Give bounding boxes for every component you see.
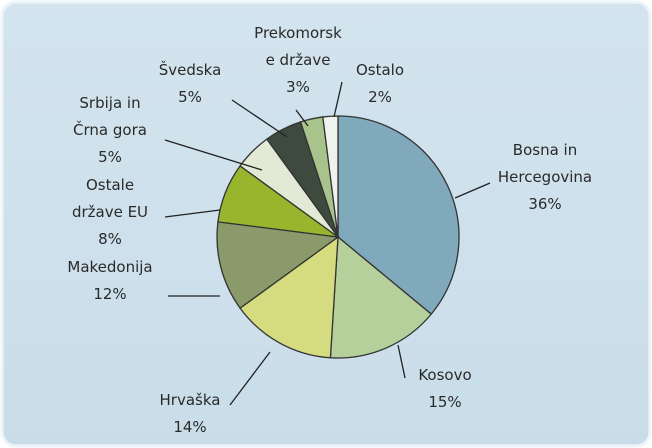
value-label: 5%: [178, 88, 202, 106]
slice-label: Kosovo: [418, 366, 471, 384]
slice-label: Švedska: [159, 60, 222, 79]
pie-slice: [216, 221, 340, 310]
value-label: 14%: [173, 418, 206, 436]
value-label: 2%: [368, 88, 392, 106]
pie-slice: [337, 115, 460, 316]
slice-label: Ostalo: [356, 61, 404, 79]
leader-line: [164, 209, 221, 218]
leader-line: [229, 351, 271, 406]
value-label: 3%: [286, 78, 310, 96]
slice-label: Hrvaška: [160, 391, 221, 409]
leader-line: [164, 139, 263, 171]
leader-line: [333, 81, 343, 118]
pie-slice: [239, 235, 339, 359]
leader-line: [397, 344, 406, 379]
value-label: 36%: [528, 195, 561, 213]
value-label: 12%: [93, 285, 126, 303]
slice-label: Bosna in Hercegovina: [498, 141, 592, 186]
leader-line: [295, 109, 309, 127]
leader-line: [454, 182, 491, 199]
slice-label: Ostale države EU: [72, 176, 148, 221]
value-label: 15%: [428, 393, 461, 411]
value-label: 5%: [98, 148, 122, 166]
pie-slice: [322, 115, 339, 238]
slice-label: Makedonija: [67, 258, 152, 276]
slice-label: Srbija in Črna gora: [73, 94, 147, 139]
slice-label: Prekomorsk e države: [254, 24, 342, 69]
leader-line: [231, 99, 288, 138]
value-label: 8%: [98, 230, 122, 248]
pie-slice: [329, 235, 433, 359]
